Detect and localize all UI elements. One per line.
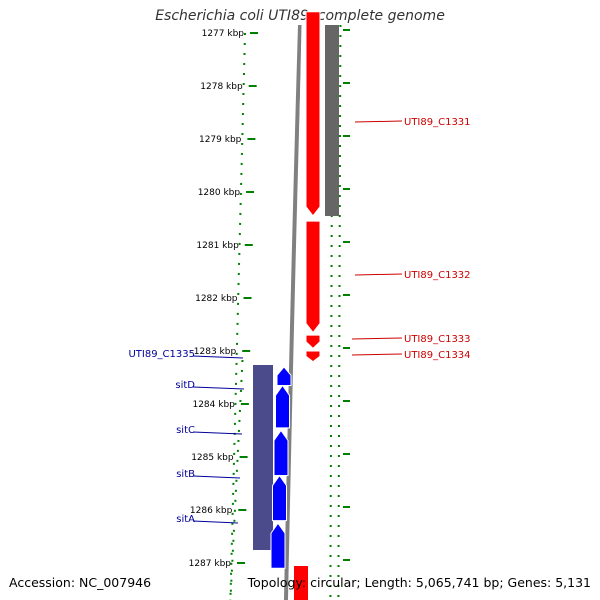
forward-gene-arrow bbox=[305, 350, 321, 363]
ruler-tick-label: 1278 kbp bbox=[200, 82, 243, 92]
reverse-gene-leader bbox=[192, 386, 245, 390]
ruler-dotted-line bbox=[229, 32, 247, 600]
ruler-dotted-line bbox=[229, 359, 244, 600]
forward-gene-leader bbox=[354, 273, 403, 276]
accession-label: Accession: NC_007946 bbox=[9, 575, 152, 590]
ruler-tick-label: 1277 kbp bbox=[202, 29, 245, 39]
reverse-gene-arrow bbox=[270, 522, 286, 569]
ruler-tick-label: 1284 kbp bbox=[192, 400, 235, 410]
reverse-gene-leader bbox=[192, 475, 241, 479]
ruler-tick-label: 1287 kbp bbox=[189, 559, 232, 569]
reverse-gene-label: sitC bbox=[176, 425, 195, 436]
ruler-tick-label: 1281 kbp bbox=[196, 241, 239, 251]
reverse-gene-leader bbox=[192, 520, 239, 524]
genome-backbone bbox=[289, 24, 303, 600]
ruler-tick-label: 1279 kbp bbox=[199, 135, 242, 145]
genome-backbone bbox=[284, 24, 302, 600]
reverse-gene-arrow bbox=[276, 366, 292, 386]
reverse-gene-arrow bbox=[275, 384, 290, 429]
reverse-gene-arrow bbox=[273, 429, 289, 477]
forward-gene-arrow bbox=[305, 220, 321, 334]
forward-gene-label: UTI89_C1334 bbox=[404, 350, 471, 361]
ruler-tick-label: 1286 kbp bbox=[190, 506, 233, 516]
reverse-gene-arrow bbox=[272, 474, 287, 522]
map-title: Escherichia coli UTI89, complete genome bbox=[155, 8, 445, 24]
reverse-gene-label: sitD bbox=[175, 380, 195, 391]
reverse-gene-leader bbox=[192, 431, 243, 435]
ruler-tick-label: 1283 kbp bbox=[194, 347, 237, 357]
reverse-band bbox=[253, 365, 273, 550]
forward-gene-fragment bbox=[294, 566, 308, 600]
forward-gene-arrow bbox=[305, 334, 321, 350]
forward-gene-leader bbox=[354, 120, 403, 123]
forward-gene-label: UTI89_C1332 bbox=[404, 270, 471, 281]
reverse-gene-label: sitA bbox=[176, 514, 195, 525]
forward-gene-leader bbox=[351, 353, 403, 356]
reverse-gene-leader bbox=[192, 355, 244, 359]
reverse-gene-label: sitB bbox=[176, 469, 195, 480]
genome-summary: Topology: circular; Length: 5,065,741 bp… bbox=[247, 575, 591, 590]
forward-band bbox=[325, 25, 339, 216]
reverse-gene-label: UTI89_C1335 bbox=[128, 349, 195, 360]
forward-gene-arrow bbox=[305, 11, 321, 217]
ruler-tick-label: 1282 kbp bbox=[195, 294, 238, 304]
ruler-tick-label: 1285 kbp bbox=[191, 453, 234, 463]
forward-gene-label: UTI89_C1331 bbox=[404, 117, 471, 128]
forward-gene-label: UTI89_C1333 bbox=[404, 334, 471, 345]
ruler-tick-label: 1280 kbp bbox=[198, 188, 241, 198]
forward-gene-leader bbox=[351, 337, 403, 340]
